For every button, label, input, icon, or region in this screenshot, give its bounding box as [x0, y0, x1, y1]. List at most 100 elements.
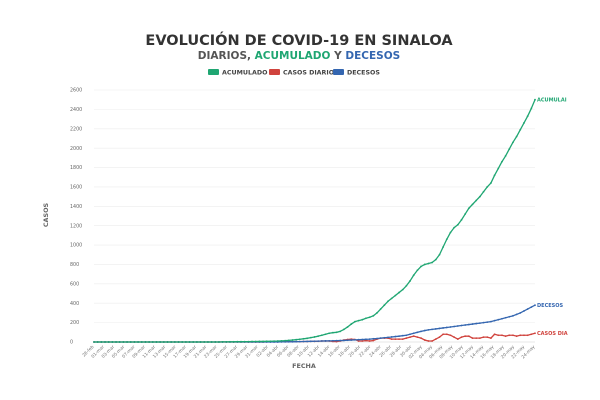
data-point	[431, 340, 433, 342]
data-point	[324, 340, 327, 342]
data-point	[269, 340, 272, 343]
data-point	[456, 325, 459, 327]
data-point	[96, 341, 99, 343]
legend-label: CASOS DIARIOS	[283, 70, 339, 77]
data-point	[526, 115, 529, 118]
data-point	[497, 334, 500, 337]
data-point	[526, 308, 529, 310]
y-tick-label: 1600	[70, 185, 82, 191]
data-point	[184, 341, 187, 343]
data-point	[339, 330, 342, 333]
y-tick-label: 1000	[70, 243, 82, 249]
data-point	[405, 284, 408, 287]
data-point	[490, 337, 492, 340]
data-point	[493, 174, 496, 177]
data-point	[523, 122, 525, 124]
data-point	[409, 333, 411, 336]
data-point	[493, 333, 496, 336]
subtitle-part: DECESOS	[345, 50, 400, 62]
data-point	[232, 340, 235, 343]
data-point	[486, 321, 489, 324]
legend-swatch	[333, 69, 344, 75]
data-point	[438, 327, 441, 330]
data-point	[302, 337, 305, 340]
data-point	[534, 332, 536, 335]
data-point	[265, 340, 268, 343]
data-point	[405, 337, 408, 340]
data-point	[475, 337, 478, 340]
data-point	[508, 315, 511, 318]
data-point	[313, 336, 316, 338]
data-point	[368, 338, 371, 340]
data-point	[284, 341, 286, 343]
data-point	[295, 340, 298, 343]
data-point	[280, 339, 283, 342]
data-point	[427, 328, 430, 331]
data-point	[350, 339, 353, 341]
data-point	[504, 316, 507, 319]
data-point	[438, 253, 441, 256]
data-point	[258, 340, 261, 343]
data-point	[508, 334, 511, 337]
data-point	[159, 341, 162, 343]
data-point	[401, 338, 404, 340]
data-point	[306, 340, 309, 343]
series-end-labels: CASOS DIA DECESOS ACUMULAI	[537, 97, 568, 337]
data-point	[530, 306, 533, 309]
data-point	[196, 341, 198, 343]
data-point	[276, 340, 279, 342]
data-point	[225, 341, 228, 343]
data-point	[515, 135, 518, 138]
data-point	[475, 199, 478, 202]
data-point	[534, 304, 536, 307]
data-point	[412, 335, 415, 338]
data-point	[497, 167, 500, 170]
data-point	[482, 336, 485, 339]
data-point	[460, 324, 463, 327]
data-point	[456, 338, 459, 340]
data-point	[519, 128, 522, 131]
data-point	[449, 326, 452, 328]
data-point	[331, 339, 334, 342]
data-point	[412, 274, 415, 277]
data-point	[434, 328, 437, 330]
data-point	[445, 333, 448, 336]
y-tick-label: 2600	[70, 88, 82, 94]
data-point	[199, 341, 202, 343]
data-point	[383, 336, 386, 339]
data-point	[166, 341, 169, 343]
data-point	[376, 312, 378, 314]
data-point	[438, 336, 441, 339]
data-point	[107, 341, 110, 343]
data-point	[247, 340, 250, 343]
series-line	[94, 99, 536, 343]
data-point	[243, 340, 246, 343]
data-point	[482, 190, 485, 193]
data-point	[398, 338, 400, 340]
data-point	[236, 340, 239, 343]
data-point	[501, 317, 503, 320]
data-point	[346, 326, 349, 328]
data-point	[409, 280, 411, 282]
data-point	[331, 331, 334, 334]
data-point	[512, 141, 514, 144]
data-point	[501, 334, 503, 337]
data-point	[361, 338, 364, 341]
data-point	[346, 339, 349, 342]
data-point	[188, 341, 191, 343]
data-point	[328, 339, 331, 342]
data-point	[405, 334, 408, 337]
data-point	[427, 262, 430, 265]
data-point	[497, 318, 500, 321]
data-point	[423, 263, 426, 266]
data-point	[445, 326, 448, 329]
data-point	[229, 340, 231, 343]
data-point	[354, 320, 356, 323]
data-point	[490, 320, 492, 323]
y-tick-label: 800	[70, 262, 79, 268]
chart-title: EVOLUCIÓN DE COVID-19 EN SINALOA	[145, 31, 453, 49]
data-point	[383, 304, 386, 307]
data-point	[423, 329, 426, 332]
data-point	[251, 340, 253, 343]
